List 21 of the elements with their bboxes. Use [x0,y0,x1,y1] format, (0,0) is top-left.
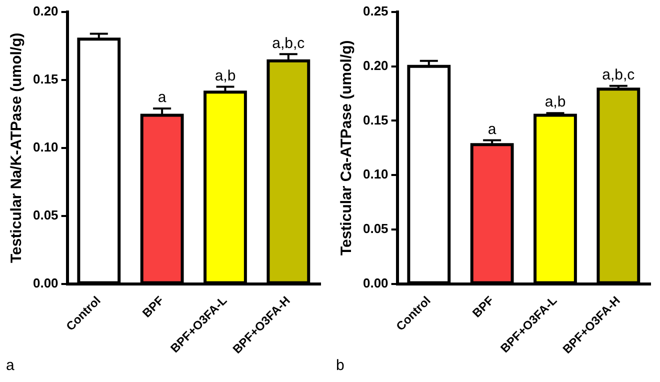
y-axis-title: Testicular Na/K-ATPase (umol/g) [8,32,26,264]
annotation: a [158,89,167,106]
y-tick-label: 0.20 [362,58,388,73]
y-tick-label: 0.05 [32,207,58,222]
y-tick-label: 0.15 [362,112,388,128]
y-tick-label: 0.10 [362,166,388,182]
y-tick-label: 0.15 [32,72,58,87]
y-tick-label: 0.00 [32,275,58,290]
y-tick-label: 0.20 [32,4,58,19]
annotation: a,b [544,94,566,111]
y-tick-label: 0.25 [362,4,388,19]
text: b [336,357,344,374]
y-tick-label: 0.10 [32,139,58,154]
annotation: a [488,120,497,138]
text: a [6,357,14,374]
y-axis-title: Testicular Ca-ATPase (umol/g) [338,40,356,256]
y-tick-label: 0.00 [362,275,388,290]
y-tick-label: 0.05 [362,221,388,236]
annotation: a,b,c [602,66,636,84]
annotation: a,b [214,67,236,84]
annotation: a,b,c [272,34,306,52]
